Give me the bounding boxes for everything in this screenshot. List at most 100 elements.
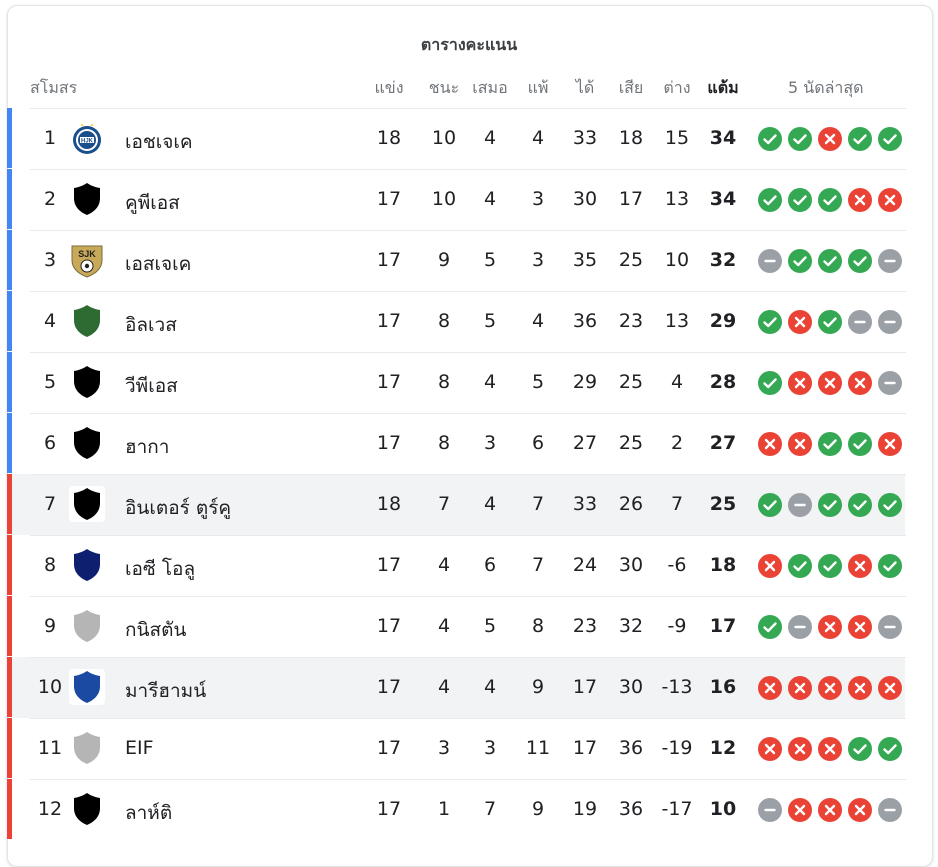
club-name[interactable]: ฮากา xyxy=(125,436,170,458)
win-check-icon[interactable] xyxy=(848,127,872,151)
win-check-icon[interactable] xyxy=(788,127,812,151)
win-check-icon[interactable] xyxy=(758,188,782,212)
win-check-icon[interactable] xyxy=(788,554,812,578)
table-row[interactable]: 8 เอซี โอลู 17 4 6 7 24 30 -6 18 xyxy=(0,535,938,596)
club-name[interactable]: EIF xyxy=(125,737,154,759)
loss-x-icon[interactable] xyxy=(788,798,812,822)
loss-x-icon[interactable] xyxy=(878,188,902,212)
win-check-icon[interactable] xyxy=(818,249,842,273)
table-row[interactable]: 10 มารีฮามน์ 17 4 4 9 17 30 -13 16 xyxy=(0,657,938,718)
win-check-icon[interactable] xyxy=(878,127,902,151)
win-check-icon[interactable] xyxy=(878,737,902,761)
loss-x-icon[interactable] xyxy=(848,798,872,822)
win-check-icon[interactable] xyxy=(818,493,842,517)
lost-cell: 4 xyxy=(531,127,545,149)
drawn-cell: 3 xyxy=(483,737,497,759)
points-cell: 29 xyxy=(709,310,737,332)
loss-x-icon[interactable] xyxy=(848,615,872,639)
draw-dash-icon[interactable] xyxy=(878,615,902,639)
loss-x-icon[interactable] xyxy=(848,554,872,578)
table-row[interactable]: 7 อินเตอร์ ตูร์คู 18 7 4 7 33 26 7 25 xyxy=(0,474,938,535)
win-check-icon[interactable] xyxy=(848,432,872,456)
loss-x-icon[interactable] xyxy=(788,432,812,456)
club-name[interactable]: เอสเจเค xyxy=(125,253,192,275)
table-row[interactable]: 1 HJK เอชเจเค 18 10 4 4 33 18 15 34 xyxy=(0,108,938,169)
win-check-icon[interactable] xyxy=(788,249,812,273)
loss-x-icon[interactable] xyxy=(818,371,842,395)
draw-dash-icon[interactable] xyxy=(878,371,902,395)
loss-x-icon[interactable] xyxy=(788,676,812,700)
table-row[interactable]: 2 คูพีเอส 17 10 4 3 30 17 13 34 xyxy=(0,169,938,230)
club-name[interactable]: กนิสตัน xyxy=(125,619,187,641)
sjk-crest-icon: SJK xyxy=(69,242,105,278)
draw-dash-icon[interactable] xyxy=(878,798,902,822)
club-name[interactable]: เอซี โอลู xyxy=(125,558,196,580)
draw-dash-icon[interactable] xyxy=(878,310,902,334)
win-check-icon[interactable] xyxy=(848,249,872,273)
win-check-icon[interactable] xyxy=(878,554,902,578)
win-check-icon[interactable] xyxy=(758,615,782,639)
svg-text:HJK: HJK xyxy=(81,139,94,145)
table-row[interactable]: 6 ฮากา 17 8 3 6 27 25 2 27 xyxy=(0,413,938,474)
draw-dash-icon[interactable] xyxy=(878,249,902,273)
won-cell: 9 xyxy=(437,249,451,271)
draw-dash-icon[interactable] xyxy=(788,615,812,639)
win-check-icon[interactable] xyxy=(878,493,902,517)
table-row[interactable]: 5 วีพีเอส 17 8 4 5 29 25 4 28 xyxy=(0,352,938,413)
win-check-icon[interactable] xyxy=(848,737,872,761)
loss-x-icon[interactable] xyxy=(818,798,842,822)
club-name[interactable]: อิลเวส xyxy=(125,314,177,336)
table-row[interactable]: 11 EIF 17 3 3 11 17 36 -19 12 xyxy=(0,718,938,779)
draw-dash-icon[interactable] xyxy=(758,249,782,273)
loss-x-icon[interactable] xyxy=(758,676,782,700)
loss-x-icon[interactable] xyxy=(788,737,812,761)
goal-difference-cell: 4 xyxy=(670,371,684,393)
win-check-icon[interactable] xyxy=(848,493,872,517)
header-goal-difference: ต่าง xyxy=(663,78,691,97)
loss-x-icon[interactable] xyxy=(878,676,902,700)
loss-x-icon[interactable] xyxy=(848,371,872,395)
win-check-icon[interactable] xyxy=(758,127,782,151)
header-goals-for: ได้ xyxy=(575,78,595,97)
table-row[interactable]: 9 กนิสตัน 17 4 5 8 23 32 -9 17 xyxy=(0,596,938,657)
win-check-icon[interactable] xyxy=(818,188,842,212)
loss-x-icon[interactable] xyxy=(758,737,782,761)
loss-x-icon[interactable] xyxy=(758,554,782,578)
loss-x-icon[interactable] xyxy=(848,188,872,212)
lost-cell: 3 xyxy=(531,188,545,210)
draw-dash-icon[interactable] xyxy=(758,798,782,822)
club-name[interactable]: วีพีเอส xyxy=(125,375,178,397)
table-row[interactable]: 12 ลาห์ติ 17 1 7 9 19 36 -17 10 xyxy=(0,779,938,840)
loss-x-icon[interactable] xyxy=(818,676,842,700)
draw-dash-icon[interactable] xyxy=(788,493,812,517)
win-check-icon[interactable] xyxy=(818,554,842,578)
table-row[interactable]: 3 SJK เอสเจเค 17 9 5 3 35 25 10 32 xyxy=(0,230,938,291)
played-cell: 17 xyxy=(376,554,402,576)
lost-cell: 7 xyxy=(531,554,545,576)
loss-x-icon[interactable] xyxy=(818,615,842,639)
win-check-icon[interactable] xyxy=(818,310,842,334)
loss-x-icon[interactable] xyxy=(788,371,812,395)
club-name[interactable]: อินเตอร์ ตูร์คู xyxy=(125,497,232,519)
club-name[interactable]: ลาห์ติ xyxy=(125,802,173,824)
club-name[interactable]: คูพีเอส xyxy=(125,192,180,214)
loss-x-icon[interactable] xyxy=(788,310,812,334)
club-name[interactable]: มารีฮามน์ xyxy=(125,680,207,702)
table-row[interactable]: 4 อิลเวส 17 8 5 4 36 23 13 29 xyxy=(0,291,938,352)
loss-x-icon[interactable] xyxy=(758,432,782,456)
club-crest-shield-icon xyxy=(69,669,105,705)
club-name[interactable]: เอชเจเค xyxy=(125,131,193,153)
draw-dash-icon[interactable] xyxy=(848,310,872,334)
win-check-icon[interactable] xyxy=(758,310,782,334)
win-check-icon[interactable] xyxy=(758,493,782,517)
loss-x-icon[interactable] xyxy=(818,737,842,761)
loss-x-icon[interactable] xyxy=(878,432,902,456)
win-check-icon[interactable] xyxy=(788,188,812,212)
played-cell: 18 xyxy=(376,127,402,149)
won-cell: 4 xyxy=(437,554,451,576)
goals-against-cell: 17 xyxy=(618,188,644,210)
win-check-icon[interactable] xyxy=(758,371,782,395)
loss-x-icon[interactable] xyxy=(848,676,872,700)
win-check-icon[interactable] xyxy=(818,432,842,456)
loss-x-icon[interactable] xyxy=(818,127,842,151)
